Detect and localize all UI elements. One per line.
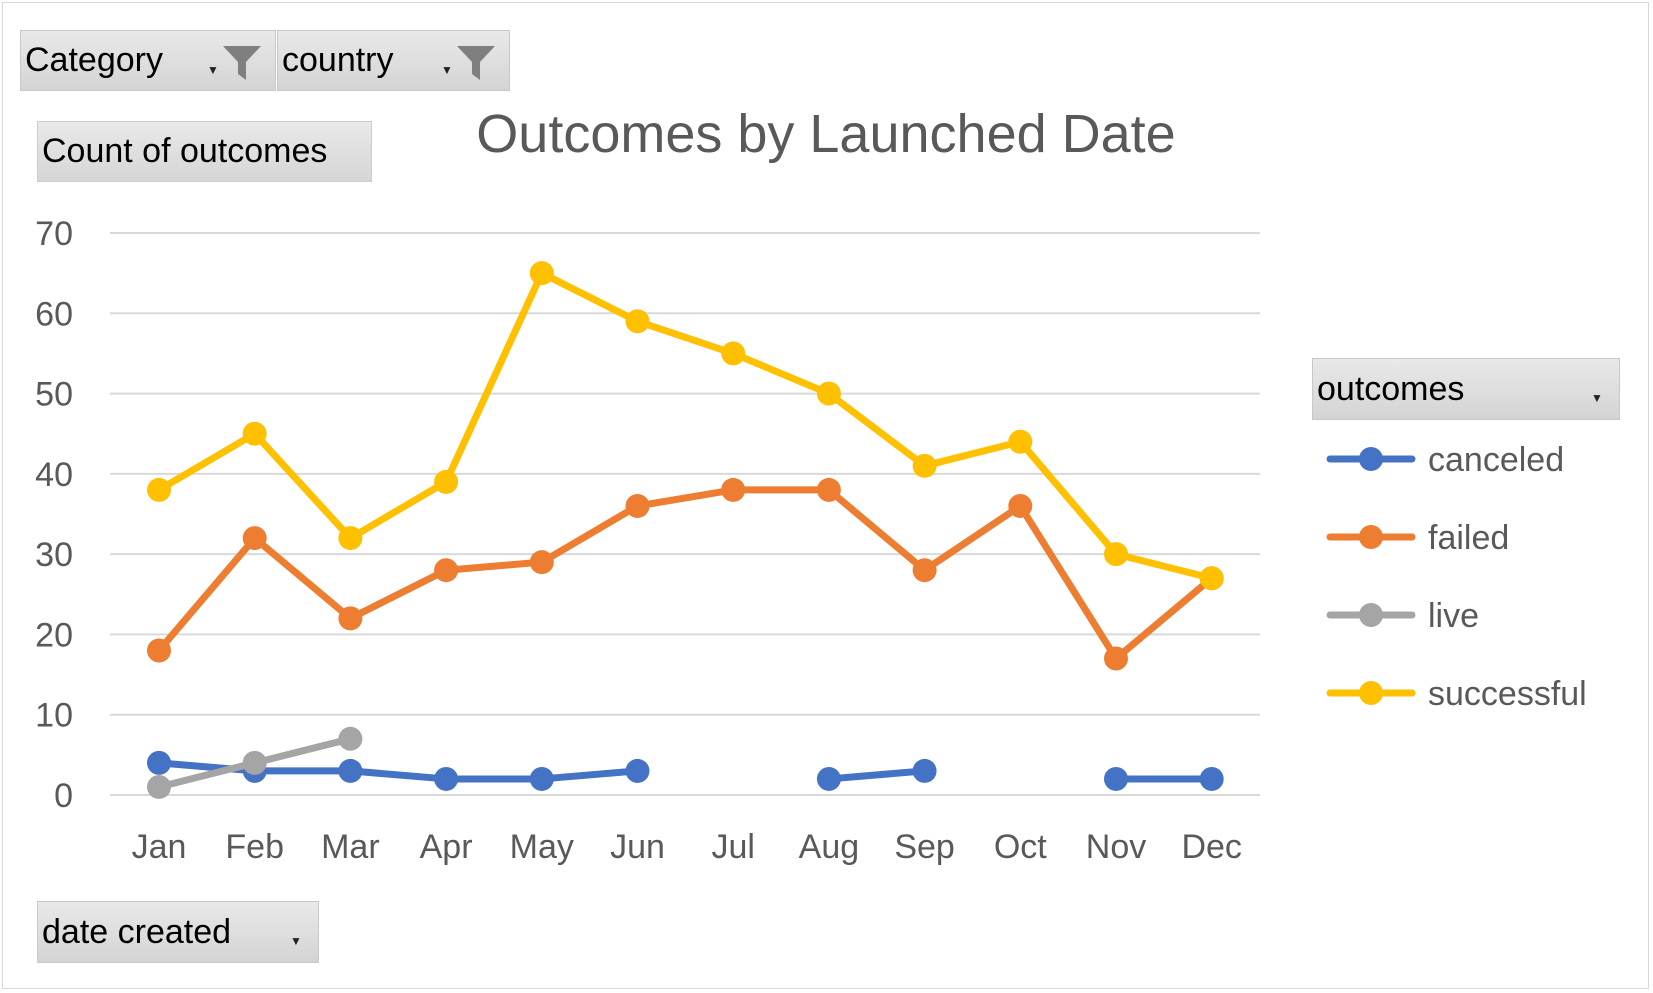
- legend-item-successful: successful: [1326, 675, 1587, 713]
- data-point: [1008, 493, 1033, 518]
- data-point: [1104, 646, 1128, 671]
- values-field-label: Count of outcomes: [42, 132, 328, 170]
- data-point: [816, 766, 841, 791]
- legend-label: failed: [1428, 519, 1509, 557]
- data-point: [147, 774, 171, 799]
- chevron-down-icon: ▼: [441, 62, 453, 77]
- legend-field-button[interactable]: outcomes ▼: [1312, 358, 1620, 420]
- category-filter-label: Category: [25, 41, 163, 79]
- legend-field-label: outcomes: [1317, 369, 1465, 408]
- series-canceled: [147, 750, 1224, 791]
- data-point: [625, 493, 650, 518]
- x-tick-label: Jul: [711, 828, 754, 866]
- data-point: [338, 526, 363, 551]
- legend-label: canceled: [1428, 441, 1564, 479]
- y-tick-label: 60: [35, 295, 73, 333]
- x-tick-label: Oct: [994, 828, 1047, 866]
- data-point: [338, 726, 363, 751]
- x-tick-label: Sep: [894, 828, 955, 866]
- country-filter-label: country: [282, 41, 394, 79]
- series-live: [147, 726, 363, 799]
- axis-field-label: date created: [42, 912, 232, 951]
- data-point: [816, 381, 841, 406]
- category-filter-button[interactable]: Category ▼: [20, 30, 276, 91]
- x-axis-ticks: Jan Feb Mar Apr May Jun Jul Aug Sep Oct Nov Dec: [132, 828, 1242, 866]
- y-tick-label: 70: [35, 215, 73, 253]
- data-point: [625, 309, 650, 334]
- data-point: [147, 638, 171, 663]
- data-point: [529, 550, 554, 575]
- legend-marker: [1359, 681, 1383, 705]
- data-point: [721, 477, 746, 502]
- data-point: [1199, 566, 1224, 591]
- chevron-down-icon: ▼: [290, 934, 302, 948]
- data-point: [434, 766, 459, 791]
- series-successful: [147, 261, 1224, 591]
- values-field-button[interactable]: Count of outcomes: [37, 121, 372, 182]
- data-point: [434, 558, 459, 583]
- data-point: [242, 421, 267, 446]
- legend-label: successful: [1428, 675, 1587, 713]
- series-lines: [147, 261, 1224, 799]
- x-tick-label: Jan: [132, 828, 187, 866]
- x-tick-label: Mar: [321, 828, 380, 866]
- filter-funnel-icon: [457, 45, 495, 80]
- legend-label: live: [1428, 597, 1479, 635]
- series-line: [825, 767, 929, 783]
- legend-marker: [1359, 525, 1383, 549]
- legend-item-failed: failed: [1326, 519, 1509, 557]
- legend-item-live: live: [1326, 597, 1479, 635]
- y-tick-label: 40: [35, 456, 73, 494]
- data-point: [912, 453, 937, 478]
- y-tick-label: 20: [35, 616, 73, 654]
- series-line: [155, 269, 1216, 582]
- data-point: [816, 477, 841, 502]
- x-tick-label: Feb: [225, 828, 284, 866]
- data-point: [1008, 429, 1033, 454]
- x-tick-label: Aug: [799, 828, 860, 866]
- data-point: [912, 758, 937, 783]
- axis-field-button[interactable]: date created ▼: [37, 901, 319, 963]
- data-point: [912, 558, 937, 583]
- data-point: [242, 526, 267, 551]
- y-tick-label: 30: [35, 536, 73, 574]
- x-tick-label: Jun: [610, 828, 665, 866]
- series-line: [155, 486, 1216, 663]
- data-point: [529, 261, 554, 286]
- series-failed: [147, 477, 1224, 671]
- data-point: [434, 469, 459, 494]
- data-point: [147, 750, 171, 775]
- data-point: [1199, 766, 1224, 791]
- gridlines: [110, 232, 1260, 796]
- x-tick-label: May: [510, 828, 574, 866]
- data-point: [147, 477, 171, 502]
- data-point: [1104, 542, 1128, 567]
- x-tick-label: Dec: [1181, 828, 1241, 866]
- chevron-down-icon: ▼: [1591, 391, 1603, 405]
- data-point: [338, 606, 363, 631]
- data-point: [529, 766, 554, 791]
- chevron-down-icon: ▼: [207, 62, 219, 77]
- legend-item-canceled: canceled: [1326, 441, 1564, 479]
- x-tick-label: Apr: [420, 828, 473, 866]
- filter-funnel-icon: [223, 45, 261, 80]
- data-point: [242, 750, 267, 775]
- chart-title: Outcomes by Launched Date: [476, 104, 1175, 164]
- country-filter-button[interactable]: country ▼: [277, 30, 510, 91]
- legend-marker: [1359, 603, 1383, 627]
- data-point: [721, 341, 746, 366]
- x-tick-label: Nov: [1086, 828, 1146, 866]
- legend-marker: [1359, 447, 1383, 471]
- y-tick-label: 0: [54, 777, 73, 815]
- data-point: [338, 758, 363, 783]
- data-point: [1104, 766, 1128, 791]
- y-axis-ticks: 0 10 20 30 40 50 60 70: [35, 215, 73, 815]
- y-tick-label: 10: [35, 697, 73, 735]
- data-point: [625, 758, 650, 783]
- y-tick-label: 50: [35, 376, 73, 414]
- legend: canceled failed live successful: [1326, 441, 1587, 713]
